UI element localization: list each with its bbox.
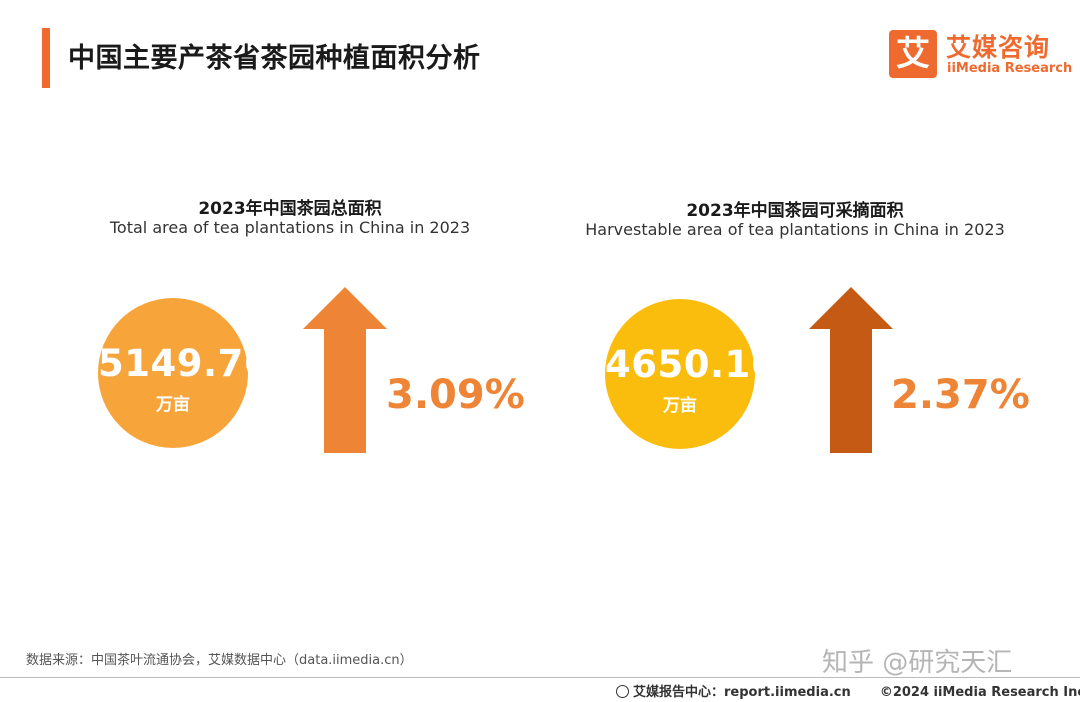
logo-name-en: iiMedia Research <box>947 61 1073 76</box>
total-area-unit: 万亩 <box>156 395 190 415</box>
source-note: 数据来源：中国茶叶流通协会，艾媒数据中心（data.iimedia.cn） <box>26 653 413 668</box>
harvestable-area-title-en: Harvestable area of tea plantations in C… <box>585 220 1005 239</box>
footer-divider <box>0 677 1080 678</box>
harvestable-area-unit: 万亩 <box>663 396 697 416</box>
harvestable-area-circle: 4650.16 万亩 <box>605 299 778 449</box>
up-arrow-icon <box>809 287 893 453</box>
title-accent-bar <box>42 28 50 88</box>
globe-icon <box>616 685 629 698</box>
total-area-circle: 5149.76 万亩 <box>98 298 271 448</box>
footer: 艾媒报告中心：report.iimedia.cn ©2024 iiMedia R… <box>616 681 1080 700</box>
logo-name-cn: 艾媒咨询 <box>946 33 1051 62</box>
page-title: 中国主要产茶省茶园种植面积分析 <box>68 43 481 74</box>
footer-report-center: 艾媒报告中心：report.iimedia.cn <box>633 685 851 700</box>
watermark: 知乎 @研究天汇 <box>822 648 1013 678</box>
logo-mark: 艾 <box>889 30 937 78</box>
footer-copyright: ©2024 iiMedia Research Inc <box>879 685 1080 700</box>
total-area-title-en: Total area of tea plantations in China i… <box>109 218 471 237</box>
up-arrow-icon <box>303 287 387 453</box>
harvestable-area-growth: 2.37% <box>891 372 1030 418</box>
total-area-title-cn: 2023年中国茶园总面积 <box>198 199 382 219</box>
harvestable-area-value: 4650.16 <box>605 343 778 386</box>
total-area-growth: 3.09% <box>386 372 525 418</box>
total-area-value: 5149.76 <box>98 342 271 385</box>
harvestable-area-title-cn: 2023年中国茶园可采摘面积 <box>686 201 904 221</box>
iimedia-logo: 艾 艾媒咨询 iiMedia Research <box>889 30 1072 80</box>
